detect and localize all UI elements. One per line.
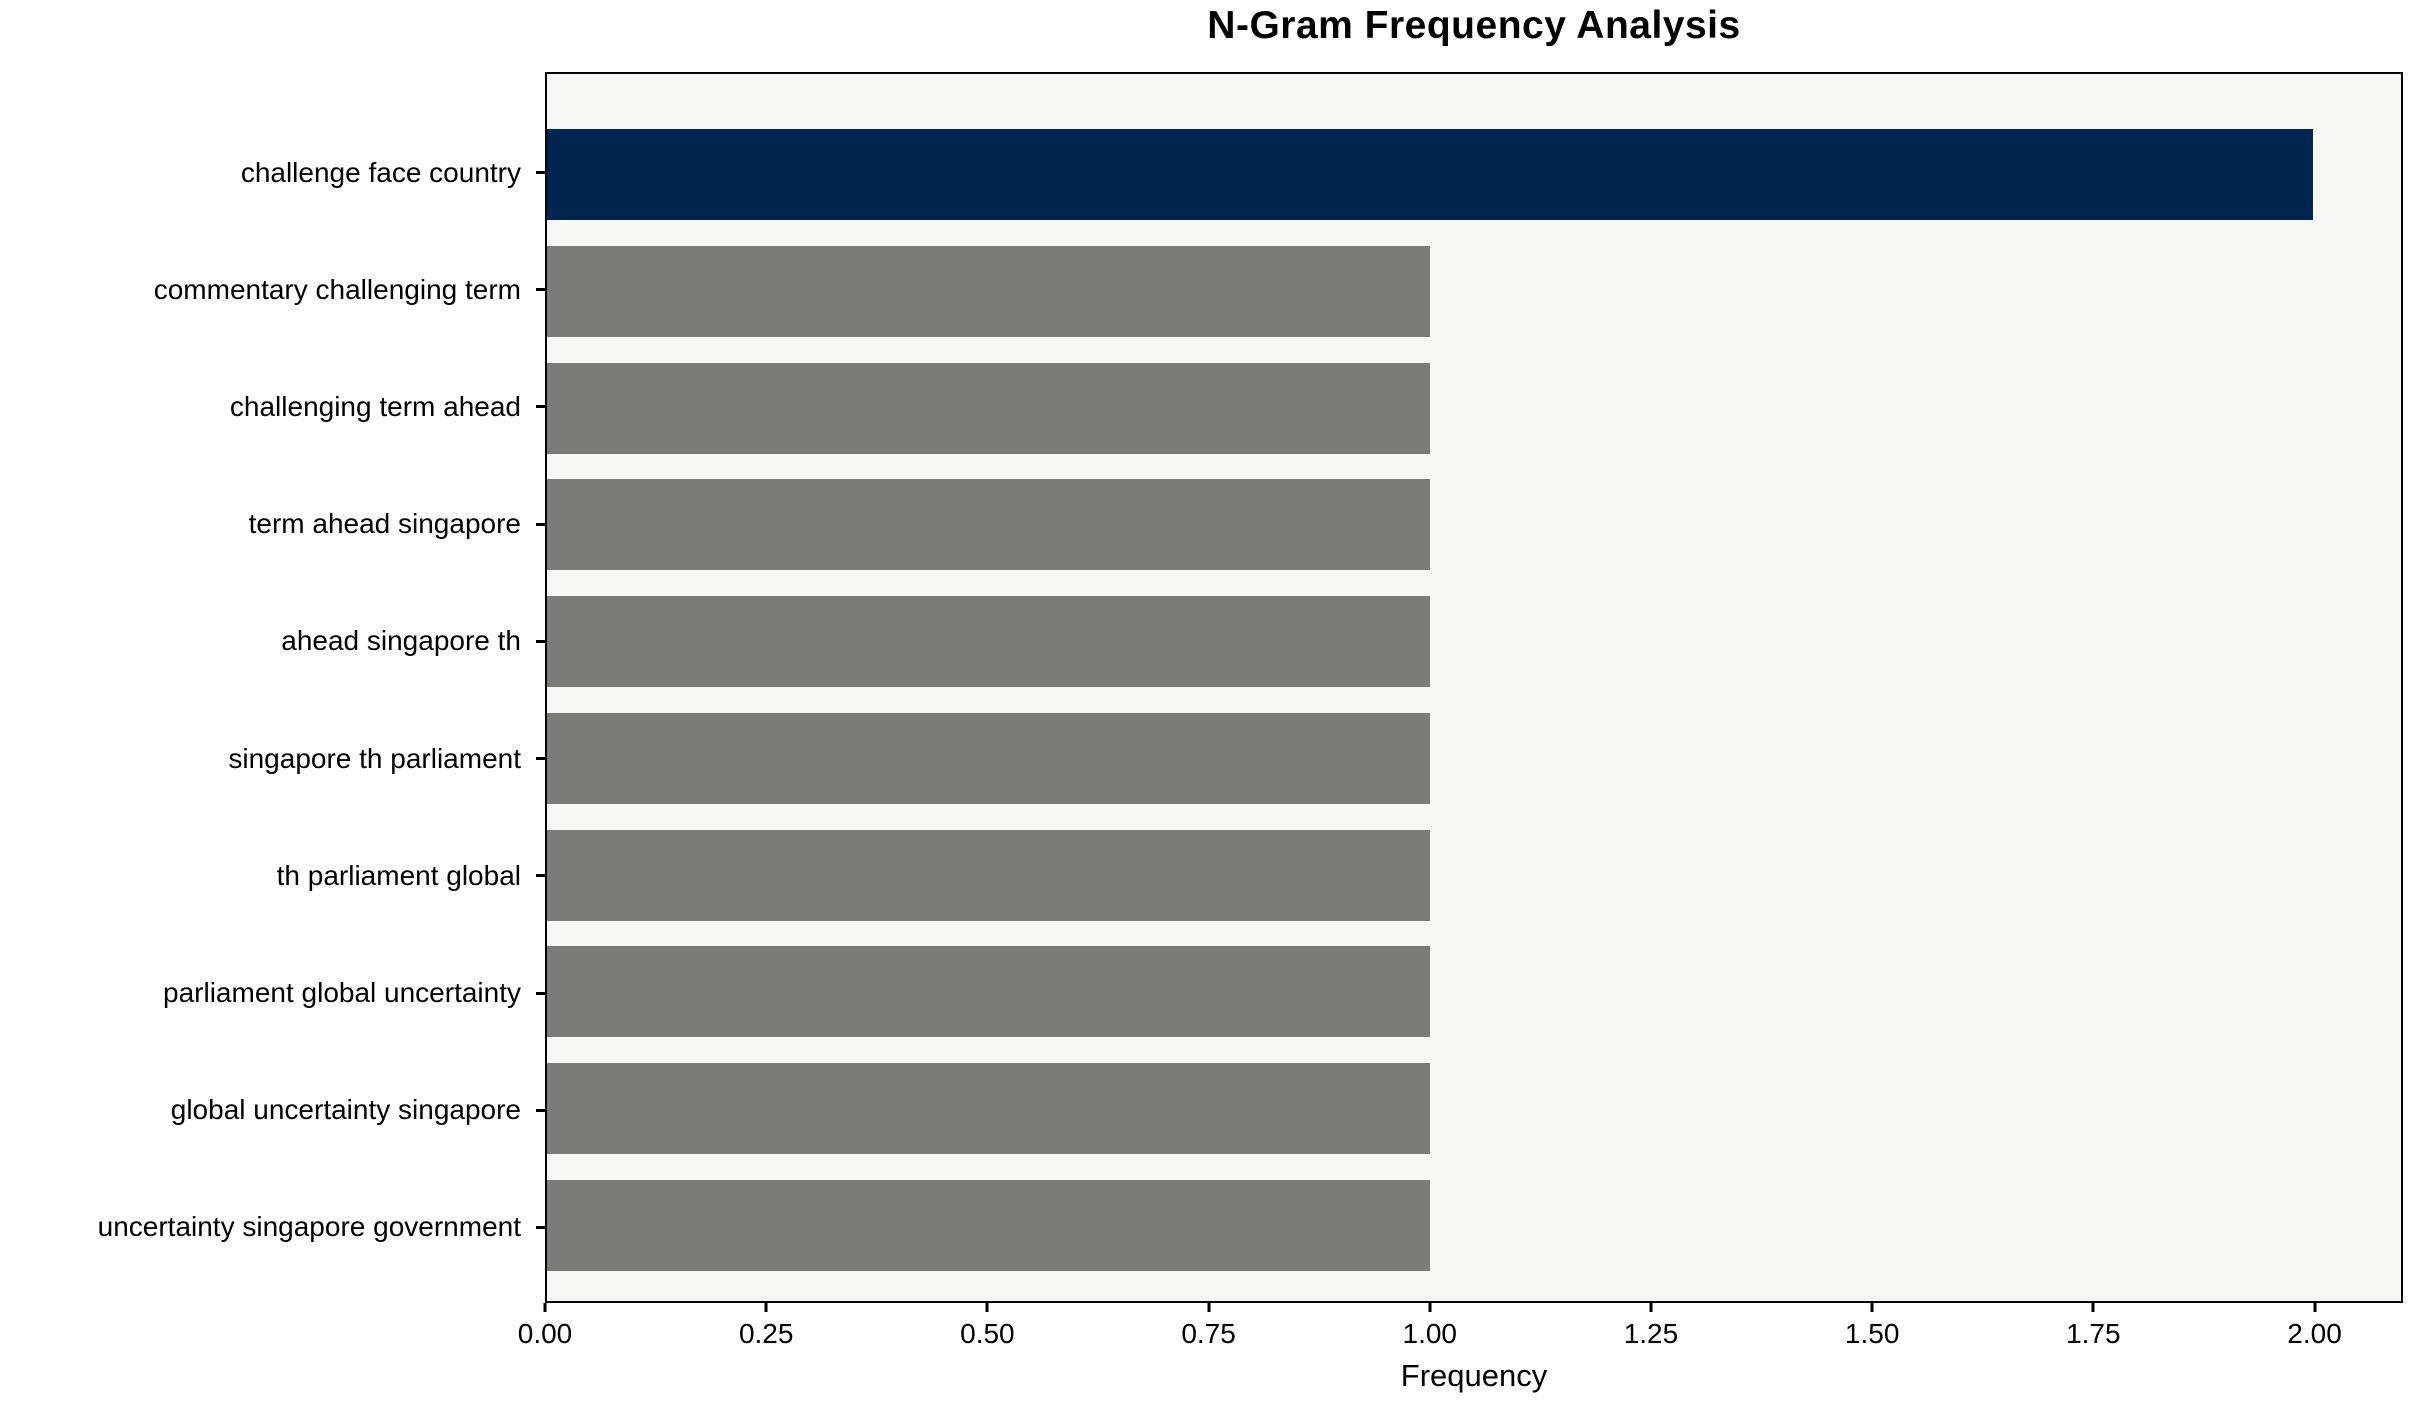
bar-row	[547, 829, 2401, 921]
bar	[547, 1179, 1430, 1271]
y-axis-ticks	[536, 72, 545, 1303]
bar-row	[547, 479, 2401, 571]
plot-area	[545, 72, 2403, 1303]
bar	[547, 1063, 1430, 1155]
y-tick-label: term ahead singapore	[248, 508, 521, 540]
y-tick-label: ahead singapore th	[281, 625, 521, 657]
x-tick-mark	[1207, 1303, 1211, 1312]
bar-row	[547, 129, 2401, 220]
bar-row	[547, 362, 2401, 454]
bar-row	[547, 245, 2401, 337]
bar	[547, 129, 2313, 220]
bar	[547, 712, 1430, 804]
x-tick-label: 1.25	[1623, 1318, 1679, 1349]
x-tick-label: 0.25	[738, 1318, 794, 1349]
y-tick-mark	[536, 288, 545, 292]
x-tick-label: 0.00	[517, 1318, 573, 1349]
y-tick-mark	[536, 405, 545, 409]
x-tick-label: 2.00	[2287, 1318, 2342, 1349]
x-tick-mark	[1428, 1303, 1432, 1312]
y-tick-mark	[536, 522, 545, 526]
x-tick-mark	[2091, 1303, 2095, 1312]
x-tick-label: 1.00	[1402, 1318, 1458, 1349]
y-tick-label: commentary challenging term	[153, 273, 521, 305]
y-tick-mark	[536, 757, 545, 761]
y-tick-label: parliament global uncertainty	[163, 977, 521, 1009]
y-tick-label: uncertainty singapore government	[97, 1211, 521, 1243]
x-tick-label: 1.75	[2066, 1318, 2121, 1349]
y-tick-label: challenging term ahead	[229, 390, 521, 422]
bar	[547, 946, 1430, 1038]
y-tick-mark	[536, 874, 545, 878]
bar-row	[547, 596, 2401, 688]
bars-area	[547, 74, 2401, 1301]
x-tick-mark	[985, 1303, 989, 1312]
x-tick-label: 0.75	[1181, 1318, 1236, 1349]
bar	[547, 596, 1430, 688]
bar	[547, 829, 1430, 921]
y-tick-label: singapore th parliament	[228, 742, 521, 774]
bar-row	[547, 1063, 2401, 1155]
y-tick-label: challenge face country	[240, 156, 521, 188]
chart-title: N-Gram Frequency Analysis	[1207, 4, 1741, 47]
bar-row	[547, 1179, 2401, 1271]
x-tick-mark	[1649, 1303, 1653, 1312]
bar	[547, 362, 1430, 454]
y-tick-mark	[536, 171, 545, 174]
y-tick-mark	[536, 1225, 545, 1229]
bar-row	[547, 712, 2401, 804]
y-tick-label: th parliament global	[276, 859, 521, 891]
x-tick-mark	[2313, 1303, 2317, 1312]
bar	[547, 245, 1430, 337]
y-tick-mark	[536, 639, 545, 643]
x-tick-mark	[764, 1303, 768, 1312]
x-axis-label: Frequency	[1400, 1358, 1548, 1393]
bar-row	[547, 946, 2401, 1038]
x-tick-mark	[543, 1303, 547, 1312]
y-axis-labels: challenge face country commentary challen…	[0, 72, 521, 1303]
y-tick-label: global uncertainty singapore	[170, 1094, 521, 1126]
bar	[547, 479, 1430, 571]
x-tick-label: 1.50	[1844, 1318, 1900, 1349]
x-tick-label: 0.50	[960, 1318, 1015, 1349]
y-tick-mark	[536, 1108, 545, 1112]
x-tick-mark	[1870, 1303, 1874, 1312]
y-tick-mark	[536, 991, 545, 995]
